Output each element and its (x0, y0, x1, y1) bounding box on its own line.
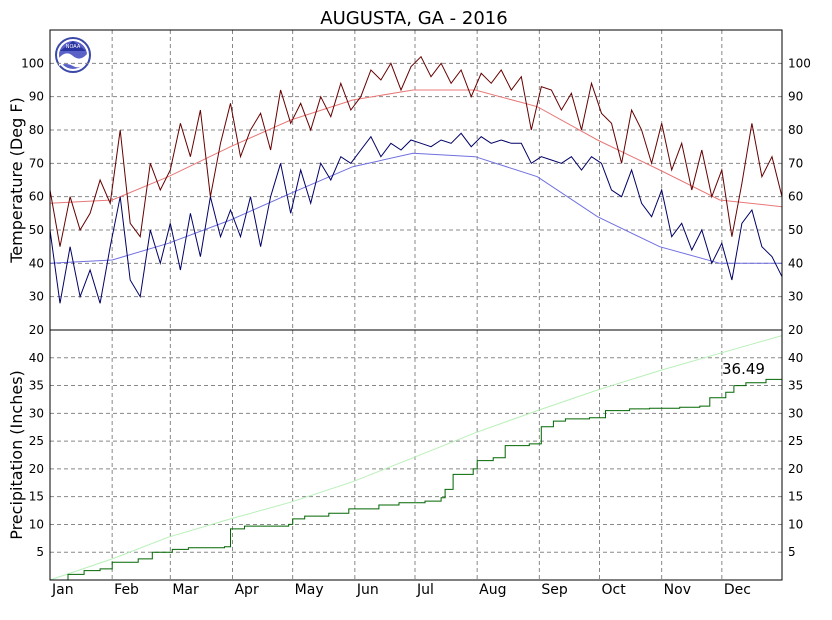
tick-right-divider-20: 20 (788, 323, 803, 337)
temperature-series (49, 55, 783, 304)
tick-left-temp-80: 80 (29, 123, 44, 137)
month-label-jan: Jan (51, 582, 74, 598)
tick-right-precip-20: 20 (788, 462, 803, 476)
chart-title: AUGUSTA, GA - 2016 (320, 8, 507, 29)
tick-right-precip-25: 25 (788, 434, 803, 448)
month-label-jul: Jul (416, 582, 434, 598)
tick-right-precip-15: 15 (788, 490, 803, 504)
tick-left-precip-10: 10 (29, 517, 44, 531)
month-label-aug: Aug (479, 582, 506, 598)
tick-left-temp-60: 60 (29, 190, 44, 204)
tick-right-precip-35: 35 (788, 379, 803, 393)
precipitation-series (49, 335, 783, 581)
series-normal-low (49, 152, 782, 264)
tick-left-divider-20: 20 (29, 323, 44, 337)
tick-left-temp-90: 90 (29, 90, 44, 104)
right-ticks: 30 40 50 60 70 80 90 100 20 5 10 15 20 25 30 35 40 (788, 56, 811, 559)
series-daily-low (49, 132, 783, 304)
month-labels: Jan Feb Mar Apr May Jun Jul Aug Sep Oct Nov Dec (51, 582, 751, 598)
tick-right-temp-70: 70 (788, 156, 803, 170)
precipitation-axis-label: Precipitation (Inches) (7, 370, 26, 540)
tick-right-temp-30: 30 (788, 290, 803, 304)
month-label-oct: Oct (602, 582, 627, 598)
temperature-axis-label: Temperature (Deg F) (7, 97, 26, 264)
tick-right-precip-5: 5 (788, 545, 796, 559)
tick-left-precip-25: 25 (29, 434, 44, 448)
month-label-apr: Apr (234, 582, 258, 598)
tick-left-precip-40: 40 (29, 351, 44, 365)
precipitation-plot-frame (49, 329, 783, 581)
tick-left-temp-70: 70 (29, 156, 44, 170)
month-label-dec: Dec (724, 582, 751, 598)
series-normal-cumulative (49, 335, 783, 581)
tick-right-temp-40: 40 (788, 256, 803, 270)
temperature-grid (50, 30, 782, 330)
month-label-nov: Nov (664, 582, 691, 598)
noaa-logo: NOAA (55, 37, 91, 73)
month-label-jun: Jun (356, 582, 379, 598)
tick-right-temp-90: 90 (788, 90, 803, 104)
month-label-mar: Mar (172, 582, 199, 598)
tick-right-temp-50: 50 (788, 223, 803, 237)
tick-left-precip-35: 35 (29, 379, 44, 393)
series-actual-cumulative (50, 377, 783, 581)
tick-left-precip-30: 30 (29, 406, 44, 420)
tick-right-temp-80: 80 (788, 123, 803, 137)
tick-right-precip-10: 10 (788, 517, 803, 531)
logo-text: NOAA (66, 44, 81, 50)
month-label-feb: Feb (114, 582, 139, 598)
month-label-may: May (295, 582, 324, 598)
tick-left-temp-50: 50 (29, 223, 44, 237)
tick-left-precip-20: 20 (29, 462, 44, 476)
tick-left-temp-30: 30 (29, 290, 44, 304)
tick-left-precip-5: 5 (36, 545, 44, 559)
tick-right-temp-60: 60 (788, 190, 803, 204)
tick-right-precip-40: 40 (788, 351, 803, 365)
series-normal-high (49, 89, 783, 208)
tick-right-precip-30: 30 (788, 406, 803, 420)
month-label-sep: Sep (541, 582, 568, 598)
tick-left-precip-15: 15 (29, 490, 44, 504)
left-ticks: 30 40 50 60 70 80 90 100 20 5 10 15 20 25 30 35 40 (21, 56, 44, 559)
tick-right-temp-100: 100 (788, 56, 811, 70)
tick-left-temp-40: 40 (29, 256, 44, 270)
tick-left-temp-100: 100 (21, 56, 44, 70)
precipitation-total-label: 36.49 (722, 360, 765, 378)
series-daily-high (49, 55, 783, 247)
